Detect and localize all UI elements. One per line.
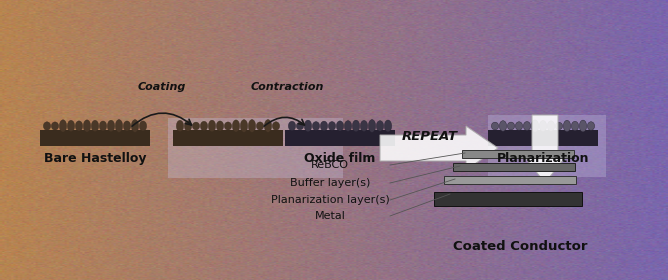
Ellipse shape — [492, 122, 498, 130]
Ellipse shape — [257, 122, 264, 130]
Text: Oxide film: Oxide film — [305, 152, 375, 165]
Ellipse shape — [100, 121, 107, 131]
Ellipse shape — [500, 121, 506, 131]
Ellipse shape — [313, 122, 319, 130]
Bar — [285, 130, 395, 146]
Text: Contraction: Contraction — [250, 82, 324, 92]
Ellipse shape — [84, 120, 91, 132]
Bar — [434, 192, 582, 206]
Ellipse shape — [368, 120, 375, 132]
Bar — [453, 163, 575, 171]
Ellipse shape — [200, 121, 208, 131]
Text: Planarization: Planarization — [497, 152, 589, 165]
Ellipse shape — [587, 122, 595, 130]
Ellipse shape — [384, 120, 391, 132]
Ellipse shape — [337, 121, 343, 131]
Ellipse shape — [289, 121, 296, 131]
Ellipse shape — [192, 122, 200, 130]
Text: Metal: Metal — [315, 211, 345, 221]
Ellipse shape — [376, 121, 383, 131]
Ellipse shape — [59, 120, 67, 132]
Ellipse shape — [273, 122, 280, 130]
Ellipse shape — [329, 122, 335, 130]
Ellipse shape — [108, 120, 115, 132]
Ellipse shape — [240, 120, 248, 132]
Bar — [462, 150, 574, 158]
FancyBboxPatch shape — [168, 118, 343, 178]
Ellipse shape — [51, 122, 59, 130]
Ellipse shape — [116, 120, 123, 132]
Ellipse shape — [124, 121, 131, 131]
Ellipse shape — [361, 120, 367, 132]
Text: Planarization layer(s): Planarization layer(s) — [271, 195, 389, 205]
Ellipse shape — [75, 121, 83, 131]
Ellipse shape — [92, 120, 99, 132]
FancyBboxPatch shape — [488, 115, 606, 177]
Ellipse shape — [508, 122, 514, 130]
Ellipse shape — [43, 122, 51, 130]
Ellipse shape — [555, 122, 562, 130]
Ellipse shape — [132, 120, 138, 132]
Bar — [488, 130, 598, 146]
Text: Bare Hastelloy: Bare Hastelloy — [43, 152, 146, 165]
Ellipse shape — [297, 122, 303, 130]
Polygon shape — [380, 126, 498, 170]
Ellipse shape — [563, 120, 570, 132]
Ellipse shape — [176, 120, 184, 132]
Text: Buffer layer(s): Buffer layer(s) — [290, 178, 370, 188]
Ellipse shape — [571, 121, 578, 131]
Ellipse shape — [208, 120, 216, 132]
Ellipse shape — [265, 120, 272, 132]
Ellipse shape — [67, 120, 75, 132]
Ellipse shape — [353, 120, 359, 132]
Text: Coating: Coating — [138, 82, 186, 92]
Ellipse shape — [248, 120, 256, 132]
Ellipse shape — [184, 121, 192, 131]
Ellipse shape — [516, 122, 522, 130]
Ellipse shape — [321, 121, 327, 131]
Ellipse shape — [524, 122, 530, 130]
Text: REPEAT: REPEAT — [401, 129, 458, 143]
Ellipse shape — [345, 121, 351, 131]
Ellipse shape — [305, 120, 311, 132]
Bar — [173, 130, 283, 146]
Ellipse shape — [579, 120, 587, 132]
Ellipse shape — [539, 120, 546, 132]
Text: ReBCO: ReBCO — [311, 160, 349, 170]
Text: Coated Conductor: Coated Conductor — [453, 240, 587, 253]
Ellipse shape — [140, 121, 146, 131]
Ellipse shape — [216, 121, 224, 131]
Ellipse shape — [224, 122, 232, 130]
Ellipse shape — [547, 121, 554, 131]
Polygon shape — [523, 115, 567, 183]
Bar — [40, 130, 150, 146]
Bar — [444, 176, 576, 184]
Ellipse shape — [232, 120, 240, 132]
Ellipse shape — [532, 120, 538, 132]
